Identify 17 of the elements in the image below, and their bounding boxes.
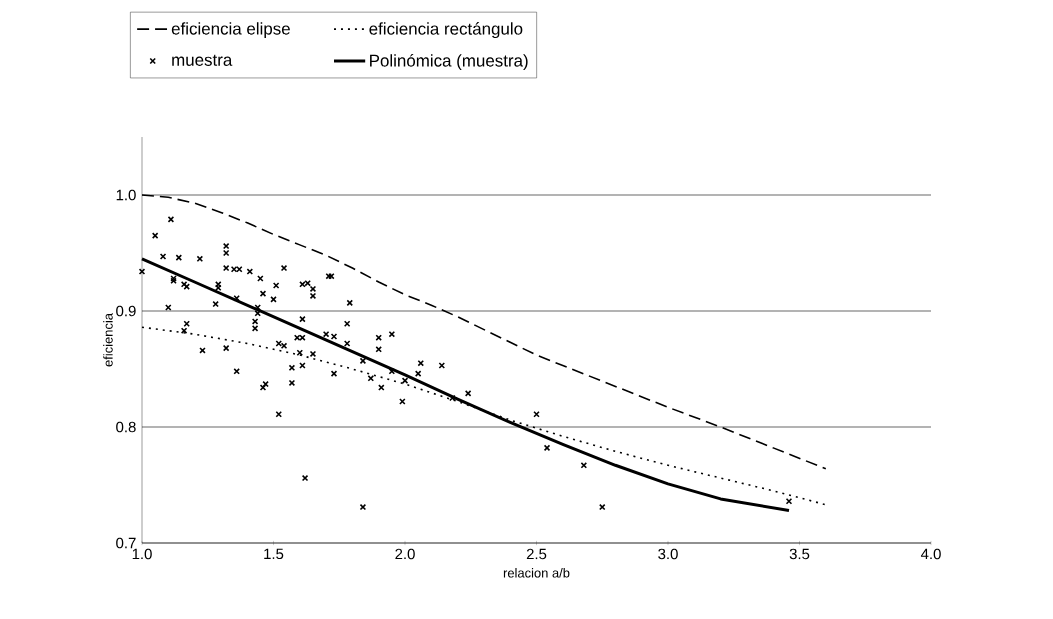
legend-label: eficiencia elipse [171, 22, 290, 38]
y-axis-title: eficiencia [103, 313, 113, 367]
y-tick-label: 1.0 [116, 189, 136, 201]
legend-label: eficiencia rectángulo [369, 22, 523, 39]
y-tick-label: 0.9 [116, 305, 136, 317]
x-tick-label: 1.5 [264, 548, 284, 560]
x-tick-label: 4.0 [920, 548, 941, 560]
x-tick-label: 3.0 [658, 548, 678, 560]
x-tick-label: 1.0 [132, 548, 152, 560]
x-axis-title: relacion a/b [503, 568, 570, 578]
legend-label: muestra [172, 54, 233, 66]
x-tick-label: 2.0 [395, 548, 415, 560]
x-tick-label: 2.5 [526, 548, 547, 560]
y-tick-label: 0.7 [116, 537, 136, 549]
x-tick-label: 3.5 [789, 548, 810, 560]
legend-label: Polinómica (muestra) [370, 54, 528, 70]
y-tick-label: 0.8 [116, 421, 136, 433]
